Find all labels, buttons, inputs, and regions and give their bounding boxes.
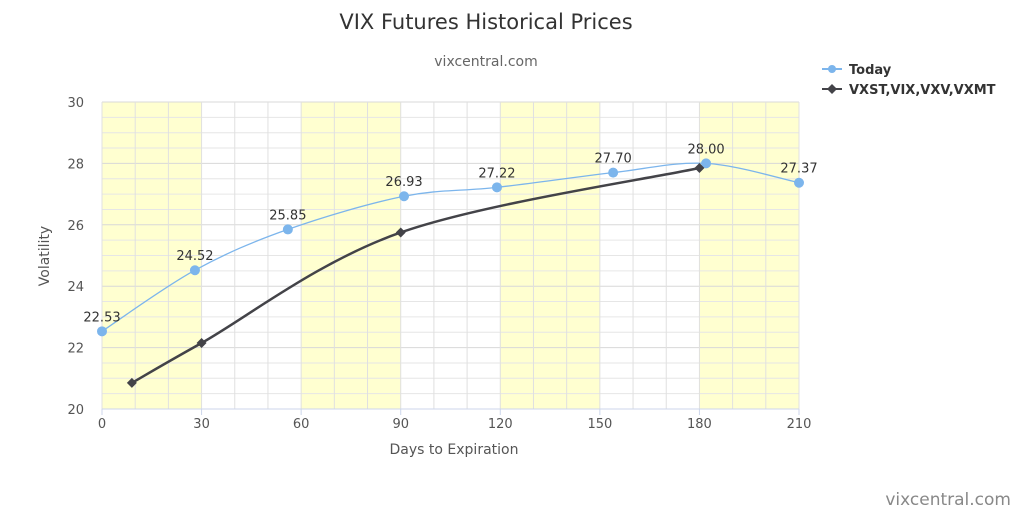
data-labels: 22.53 24.52 25.85 26.93 27.22 27.70 28.00 27.37 xyxy=(83,142,817,325)
data-point xyxy=(794,177,804,188)
x-tick-label: 0 xyxy=(98,417,106,432)
data-label: 24.52 xyxy=(176,249,213,264)
data-label: 27.37 xyxy=(780,162,817,177)
y-tick-label: 24 xyxy=(67,280,84,295)
data-point xyxy=(694,163,705,174)
chart-credit[interactable]: vixcentral.com xyxy=(885,490,1011,510)
data-point xyxy=(608,167,619,178)
data-point xyxy=(491,182,502,193)
data-point xyxy=(196,337,207,348)
y-tick-label: 22 xyxy=(67,342,84,357)
legend-label-term-structure: VXST,VIX,VXV,VXMT xyxy=(849,83,996,98)
series xyxy=(97,158,804,388)
legend: Today VXST,VIX,VXV,VXMT xyxy=(822,63,996,98)
x-tick-label: 210 xyxy=(787,417,812,432)
x-tick-label: 30 xyxy=(193,417,210,432)
legend-marker-today xyxy=(828,65,836,73)
legend-label-today: Today xyxy=(849,63,892,78)
y-tick-label: 28 xyxy=(67,157,84,172)
y-axis-ticks: 20 22 24 26 28 30 xyxy=(67,96,84,418)
legend-item-today[interactable]: Today xyxy=(822,63,892,78)
legend-marker-term-structure xyxy=(827,84,837,94)
data-label: 27.22 xyxy=(478,166,515,181)
series-line-0 xyxy=(101,162,800,332)
y-tick-label: 26 xyxy=(67,219,84,234)
data-point xyxy=(97,326,107,337)
series-line-1 xyxy=(131,166,700,384)
x-tick-label: 150 xyxy=(587,417,612,432)
x-tick-label: 90 xyxy=(392,417,409,432)
x-tick-label: 180 xyxy=(687,417,712,432)
legend-item-term-structure[interactable]: VXST,VIX,VXV,VXMT xyxy=(822,83,996,98)
data-label: 22.53 xyxy=(83,310,120,325)
data-label: 25.85 xyxy=(269,208,306,223)
data-point xyxy=(189,265,200,276)
x-tick-label: 60 xyxy=(293,417,310,432)
data-point xyxy=(282,224,293,235)
y-tick-label: 30 xyxy=(67,96,84,111)
y-tick-label: 20 xyxy=(67,403,84,418)
data-point xyxy=(399,191,410,202)
x-axis-title: Days to Expiration xyxy=(390,442,519,458)
data-label: 26.93 xyxy=(385,175,422,190)
data-point xyxy=(126,377,137,388)
data-point xyxy=(395,227,406,238)
x-tick-label: 120 xyxy=(488,417,513,432)
chart-title: VIX Futures Historical Prices xyxy=(339,10,632,34)
data-label: 28.00 xyxy=(687,142,724,157)
chart-subtitle: vixcentral.com xyxy=(434,54,537,70)
x-axis-ticks: 0 30 60 90 120 150 180 210 xyxy=(98,409,812,432)
data-point xyxy=(701,158,712,169)
data-label: 27.70 xyxy=(595,152,632,167)
y-axis-title: Volatility xyxy=(37,226,53,286)
